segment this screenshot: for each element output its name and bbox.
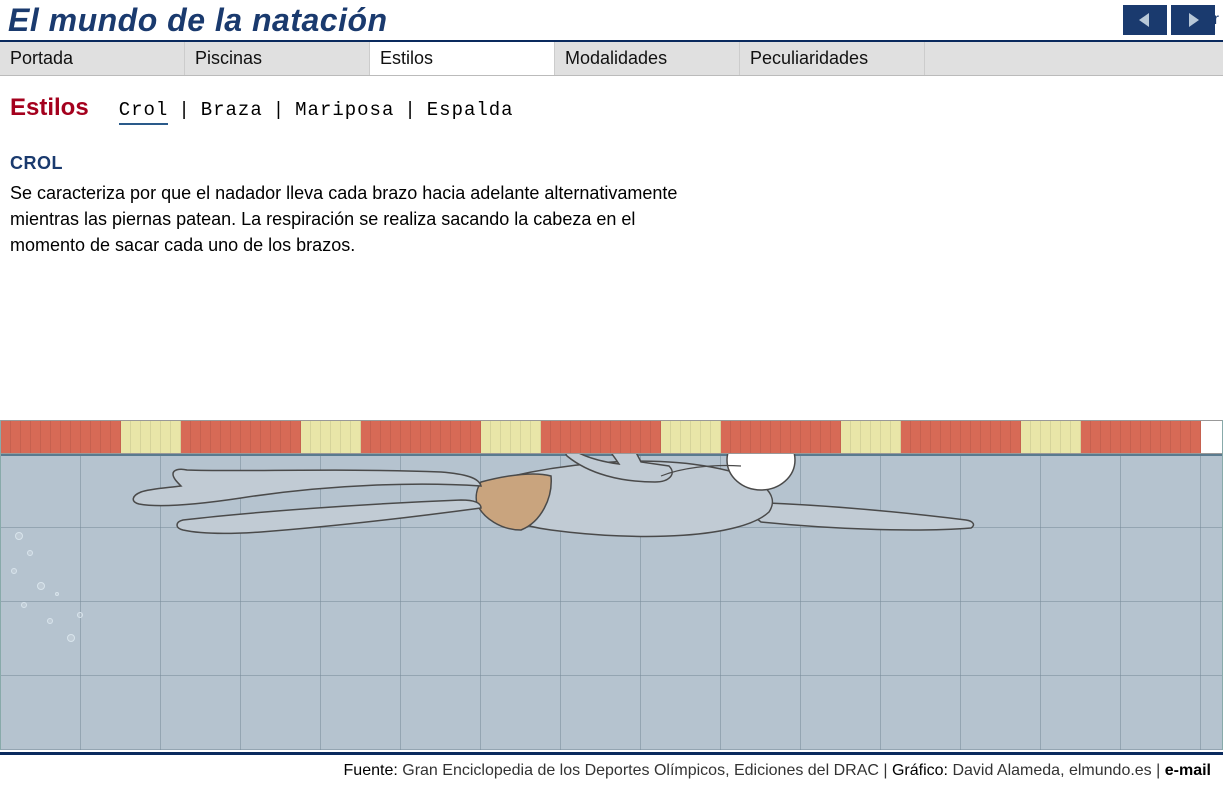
footer-grafico-label: Gráfico: (892, 762, 948, 779)
nav-arrows: ar (1123, 5, 1215, 35)
arrow-right-icon (1183, 11, 1203, 29)
prev-button[interactable] (1123, 5, 1167, 35)
swimmer-figure (121, 454, 1001, 612)
bubbles (7, 522, 97, 652)
footer-grafico-text: David Alameda, elmundo.es (952, 762, 1151, 779)
style-tab-crol[interactable]: Crol (119, 99, 169, 125)
style-tab-mariposa[interactable]: Mariposa (295, 99, 394, 123)
menu-item-portada[interactable]: Portada (0, 42, 185, 75)
section-title: Estilos (10, 94, 89, 122)
style-description: Se caracteriza por que el nadador lleva … (10, 180, 690, 258)
menu-item-piscinas[interactable]: Piscinas (185, 42, 370, 75)
style-heading: CROL (10, 153, 1213, 174)
footer: Fuente: Gran Enciclopedia de los Deporte… (0, 758, 1223, 780)
footer-fuente-label: Fuente: (344, 762, 398, 779)
menu-item-estilos[interactable]: Estilos (370, 42, 555, 75)
main-menu: PortadaPiscinasEstilosModalidadesPeculia… (0, 42, 1223, 76)
style-tab-espalda[interactable]: Espalda (427, 99, 514, 123)
pool-water (1, 454, 1222, 750)
arrow-left-icon (1135, 11, 1155, 29)
footer-email-link[interactable]: e-mail (1165, 762, 1211, 779)
style-tab-braza[interactable]: Braza (201, 99, 263, 123)
style-tabs: Crol|Braza|Mariposa|Espalda (119, 99, 514, 125)
menu-item-modalidades[interactable]: Modalidades (555, 42, 740, 75)
menu-item-peculiaridades[interactable]: Peculiaridades (740, 42, 925, 75)
lane-rope (1, 420, 1222, 454)
page-title: El mundo de la natación (8, 2, 388, 39)
pool-illustration (0, 420, 1223, 750)
footer-fuente-text: Gran Enciclopedia de los Deportes Olímpi… (402, 762, 879, 779)
next-button[interactable] (1171, 5, 1215, 35)
